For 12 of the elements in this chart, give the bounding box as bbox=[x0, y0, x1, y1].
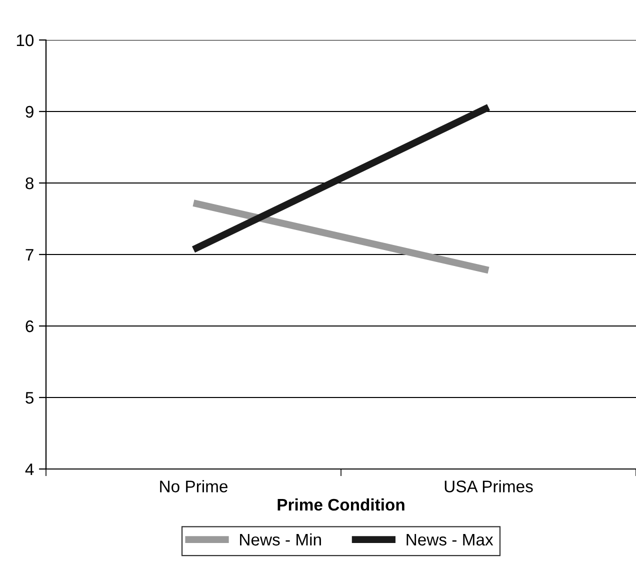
x-tick-label: No Prime bbox=[160, 480, 228, 492]
y-tick-label: 4 bbox=[25, 464, 34, 476]
legend-label: News - Max bbox=[406, 534, 494, 546]
y-tick-label: 8 bbox=[26, 177, 34, 190]
y-tick-label: 7 bbox=[26, 249, 34, 261]
y-tick-label: 9 bbox=[26, 106, 34, 118]
x-tick-label: USA Primes bbox=[444, 480, 533, 492]
y-tick-label: 6 bbox=[26, 320, 34, 332]
y-tick-label: 10 bbox=[16, 34, 34, 46]
y-tick-label: 5 bbox=[26, 392, 34, 404]
x-axis-title: Prime Condition bbox=[278, 498, 404, 511]
legend-label: News - Min bbox=[240, 533, 321, 546]
